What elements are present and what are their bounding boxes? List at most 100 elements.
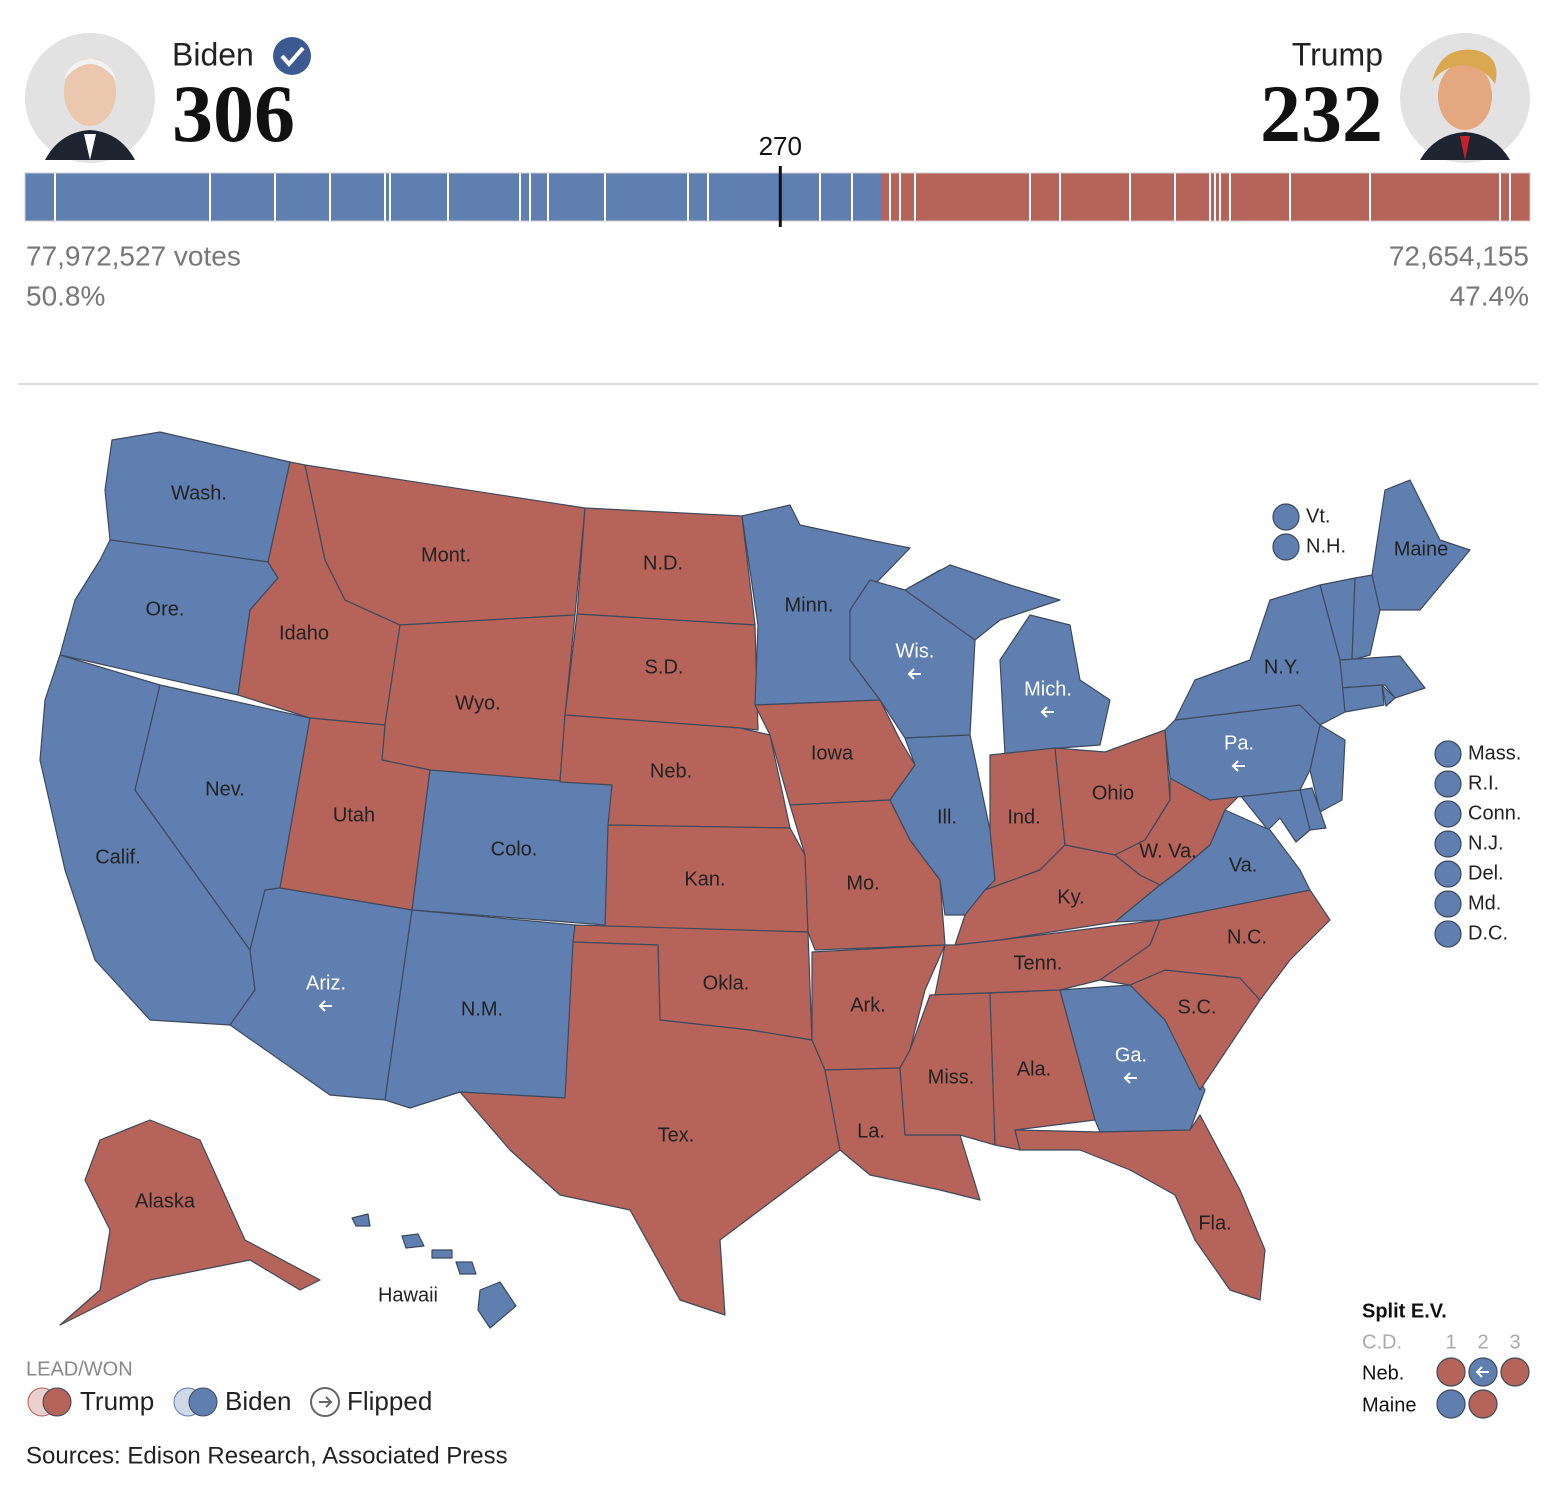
state-label: Ohio xyxy=(1092,782,1134,804)
legend: LEAD/WON Trump Biden Flipped xyxy=(26,1358,432,1417)
legend-label: Flipped xyxy=(347,1386,432,1416)
state-label: Mich. xyxy=(1024,678,1072,700)
small-states: Vt. N.H. Mass. R.I. Conn. N.J. Del. Md. D.C. xyxy=(1272,503,1521,948)
state-label: Wyo. xyxy=(455,692,500,714)
legend-flip-arrow xyxy=(319,1396,333,1408)
vote-pct: 47.4% xyxy=(1450,280,1529,311)
state-label: Wash. xyxy=(171,482,227,504)
state-label: W. Va. xyxy=(1139,840,1196,862)
state-dot xyxy=(1434,830,1462,858)
state-label: Ore. xyxy=(146,598,185,620)
state-label: N.J. xyxy=(1468,832,1504,854)
state-label: Mont. xyxy=(421,544,471,566)
district-dot xyxy=(1468,1389,1498,1419)
ev-segment xyxy=(25,173,882,221)
state xyxy=(351,1213,517,1329)
state-label: N.D. xyxy=(643,552,683,574)
state-label: Ariz. xyxy=(306,972,346,994)
legend-label: Biden xyxy=(225,1386,292,1416)
state-label: D.C. xyxy=(1468,922,1508,944)
state-label: Minn. xyxy=(785,594,834,616)
electoral-votes: 306 xyxy=(172,68,295,159)
vote-pct: 50.8% xyxy=(26,280,105,311)
state-label: S.C. xyxy=(1178,996,1217,1018)
state-label: Ala. xyxy=(1017,1058,1051,1080)
state-label: Ill. xyxy=(937,806,957,828)
state xyxy=(889,734,996,916)
state-label: Miss. xyxy=(928,1066,975,1088)
state-dot xyxy=(1434,890,1462,918)
electoral-votes: 232 xyxy=(1260,68,1383,159)
state-dot xyxy=(1434,860,1462,888)
flip-arrow xyxy=(318,1000,332,1012)
state-label: Kan. xyxy=(684,868,725,890)
state-label: Ind. xyxy=(1007,806,1040,828)
state-label: Colo. xyxy=(491,838,538,860)
split-header: C.D. xyxy=(1362,1331,1402,1353)
state-label: S.D. xyxy=(645,656,684,678)
flip-arrow xyxy=(1475,1366,1489,1378)
vote-count: 77,972,527 votes xyxy=(26,240,241,271)
legend-won xyxy=(42,1387,72,1417)
state xyxy=(1371,479,1471,611)
state-label: R.I. xyxy=(1468,772,1499,794)
state-label: Utah xyxy=(333,804,375,826)
state-label: Pa. xyxy=(1224,732,1254,754)
split-row-label: Neb. xyxy=(1362,1362,1404,1384)
ev-bar: 270 xyxy=(24,131,1531,227)
state xyxy=(1114,777,1241,886)
state-label: Conn. xyxy=(1468,802,1521,824)
state-label: Okla. xyxy=(703,972,750,994)
district-dot xyxy=(1436,1357,1466,1387)
state-label: Va. xyxy=(1229,854,1258,876)
candidate-name: Biden xyxy=(172,36,254,72)
state-label: Vt. xyxy=(1306,505,1330,527)
state xyxy=(1099,889,1331,1001)
state-dot xyxy=(1272,533,1300,561)
candidate-name: Trump xyxy=(1292,36,1383,72)
state-label: Fla. xyxy=(1198,1212,1231,1234)
state-label: N.M. xyxy=(461,998,503,1020)
district-dot xyxy=(1436,1389,1466,1419)
state-label: La. xyxy=(857,1120,885,1142)
split-ev: Split E.V. C.D. 1 2 3 Neb. Maine xyxy=(1362,1300,1530,1419)
legend-title: LEAD/WON xyxy=(26,1358,133,1380)
small-state-shapes xyxy=(1209,574,1426,843)
winner-check xyxy=(273,37,311,75)
state-label: Nev. xyxy=(205,778,245,800)
split-title: Split E.V. xyxy=(1362,1300,1447,1322)
district-label: 2 xyxy=(1477,1331,1488,1353)
state-label: Mo. xyxy=(846,872,879,894)
state-label: N.C. xyxy=(1227,926,1267,948)
ev-segment xyxy=(881,173,1530,221)
legend-won xyxy=(188,1387,218,1417)
map: Wash. Ore. Calif. Nev. Idaho Mont. Wyo. Utah Col… xyxy=(39,431,1471,1329)
state-label: Neb. xyxy=(650,760,692,782)
state xyxy=(904,564,1111,756)
state-label: Maine xyxy=(1394,538,1448,560)
threshold-label: 270 xyxy=(759,131,802,161)
state-label: Wis. xyxy=(896,640,935,662)
state-label: Md. xyxy=(1468,892,1501,914)
sources: Sources: Edison Research, Associated Pre… xyxy=(26,1442,508,1469)
state-dot xyxy=(1434,770,1462,798)
biden-photo xyxy=(25,33,155,163)
district-label: 3 xyxy=(1509,1331,1520,1353)
state xyxy=(1014,1114,1266,1301)
district-dot xyxy=(1500,1357,1530,1387)
state-label: Calif. xyxy=(95,846,141,868)
bar-border xyxy=(24,172,1531,222)
state xyxy=(459,941,841,1316)
state-label: Mass. xyxy=(1468,742,1521,764)
vote-count: 72,654,155 xyxy=(1389,240,1529,271)
state xyxy=(564,613,759,731)
flip-arrow xyxy=(1123,1072,1137,1084)
state-label: N.H. xyxy=(1306,535,1346,557)
flip-arrow xyxy=(1231,760,1245,772)
state-dot xyxy=(1434,800,1462,828)
state-dot xyxy=(1434,740,1462,768)
legend-label: Trump xyxy=(80,1386,154,1416)
trump-photo xyxy=(1400,33,1530,163)
split-row-label: Maine xyxy=(1362,1394,1416,1416)
